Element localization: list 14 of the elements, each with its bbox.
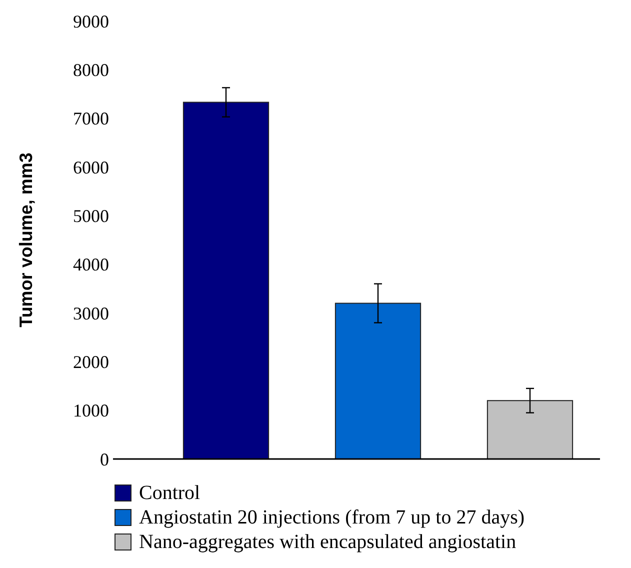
y-tick-label: 6000 (73, 157, 109, 178)
y-tick-label: 7000 (73, 108, 109, 129)
legend-label: Control (139, 482, 201, 504)
legend-label: Nano-aggregates with encapsulated angiostatin (139, 531, 516, 553)
y-tick-label: 4000 (73, 254, 109, 275)
y-tick-label: 9000 (73, 11, 109, 32)
y-tick-label: 1000 (73, 400, 109, 421)
legend-label: Angiostatin 20 injections (from 7 up to 27 days) (139, 506, 525, 528)
y-tick-label: 2000 (73, 352, 109, 372)
y-axis-title: Tumor volume, mm3 (16, 152, 36, 328)
y-tick-label: 3000 (73, 303, 109, 324)
y-tick-label: 8000 (73, 60, 109, 80)
y-tick-label: 0 (100, 449, 109, 470)
y-tick-label: 5000 (73, 206, 109, 226)
